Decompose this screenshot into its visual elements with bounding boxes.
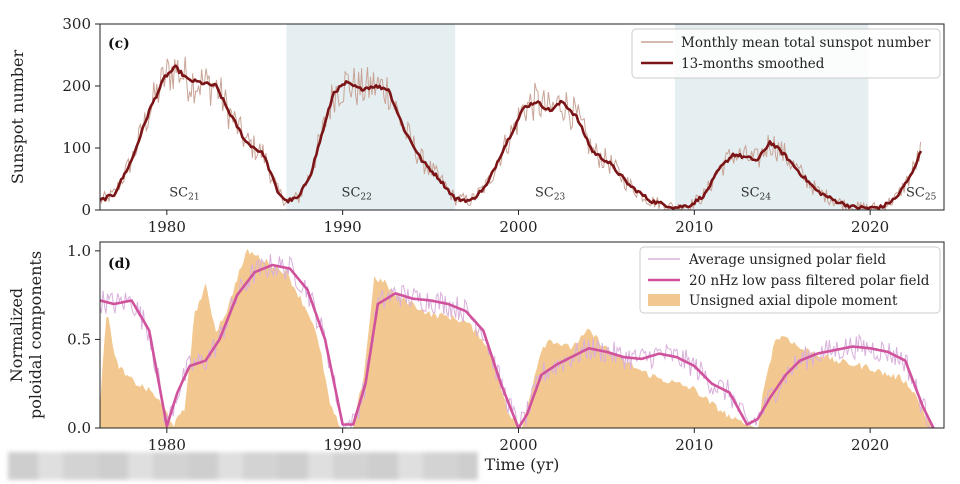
xtick-label: 1980 [148, 436, 186, 454]
legend-label-average-polar: Average unsigned polar field [688, 252, 886, 268]
panel-d-xlabel: Time (yr) [485, 455, 560, 474]
panel-d-label: (d) [108, 256, 131, 272]
series-20-nhz-low-pass-filtered-polar-field [100, 263, 935, 428]
legend-box [631, 28, 941, 79]
panel-d-poloidal: 1980 1990 2000 2010 2020 0.0 0.5 1.0 (d) Normal… [7, 241, 945, 474]
shaded-span-0 [286, 24, 456, 210]
xtick-label: 2000 [499, 436, 537, 454]
ytick-label: 0 [81, 201, 91, 219]
cycle-label-21: SC21 [169, 185, 199, 202]
series-13-months-smoothed [100, 64, 923, 210]
xtick-label: 2000 [499, 218, 537, 236]
panel-d-ylabel-line1: Normalized [7, 288, 26, 382]
panel-c-ticks: 1980 1990 2000 2010 2020 0 100 200 300 [62, 15, 889, 236]
panel-d-ticks: 1980 1990 2000 2010 2020 0.0 0.5 1.0 [67, 242, 889, 454]
panel-c-plot-area [100, 56, 923, 210]
panel-d-frame [99, 241, 945, 429]
ytick-label: 1.0 [67, 242, 91, 260]
panel-d-plot-area [100, 248, 944, 428]
series-unsigned-axial-dipole-moment [100, 248, 944, 428]
panel-c-legend: Monthly mean total sunspot number 13-mon… [631, 28, 941, 79]
ytick-label: 0.5 [67, 330, 91, 348]
cycle-label-22: SC22 [342, 185, 372, 202]
legend-label-dipole: Unsigned axial dipole moment [689, 293, 898, 309]
panel-d-ylabel-line2: poloidal components [26, 251, 45, 419]
xtick-label: 1980 [148, 218, 186, 236]
legend-swatch-dipole [648, 294, 680, 306]
xtick-label: 2020 [851, 436, 889, 454]
legend-box [639, 246, 941, 314]
ytick-label: 100 [62, 139, 91, 157]
ytick-label: 0.0 [67, 419, 91, 437]
cycle-label-24: SC24 [741, 185, 772, 202]
xtick-label: 2010 [675, 218, 713, 236]
legend-label-monthly: Monthly mean total sunspot number [681, 35, 931, 51]
ytick-label: 300 [62, 15, 91, 33]
xtick-label: 2010 [675, 436, 713, 454]
xtick-label: 1990 [324, 218, 362, 236]
cycle-label-25: SC25 [906, 185, 937, 202]
legend-label-filtered-polar: 20 nHz low pass filtered polar field [689, 273, 930, 289]
panel-c-frame [99, 23, 945, 211]
xtick-label: 1990 [324, 436, 362, 454]
blurred-caption-bar [8, 452, 478, 480]
panel-d-legend: Average unsigned polar field 20 nHz low … [639, 246, 941, 314]
xtick-label: 2020 [851, 218, 889, 236]
ytick-label: 200 [62, 77, 91, 95]
panel-c-ylabel: Sunspot number [8, 49, 27, 184]
panel-c-label: (c) [108, 36, 130, 52]
cycle-labels: SC21 SC22 SC23 SC24 SC25 [169, 185, 936, 202]
cycle-label-23: SC23 [535, 185, 566, 202]
legend-label-smoothed: 13-months smoothed [681, 56, 825, 72]
